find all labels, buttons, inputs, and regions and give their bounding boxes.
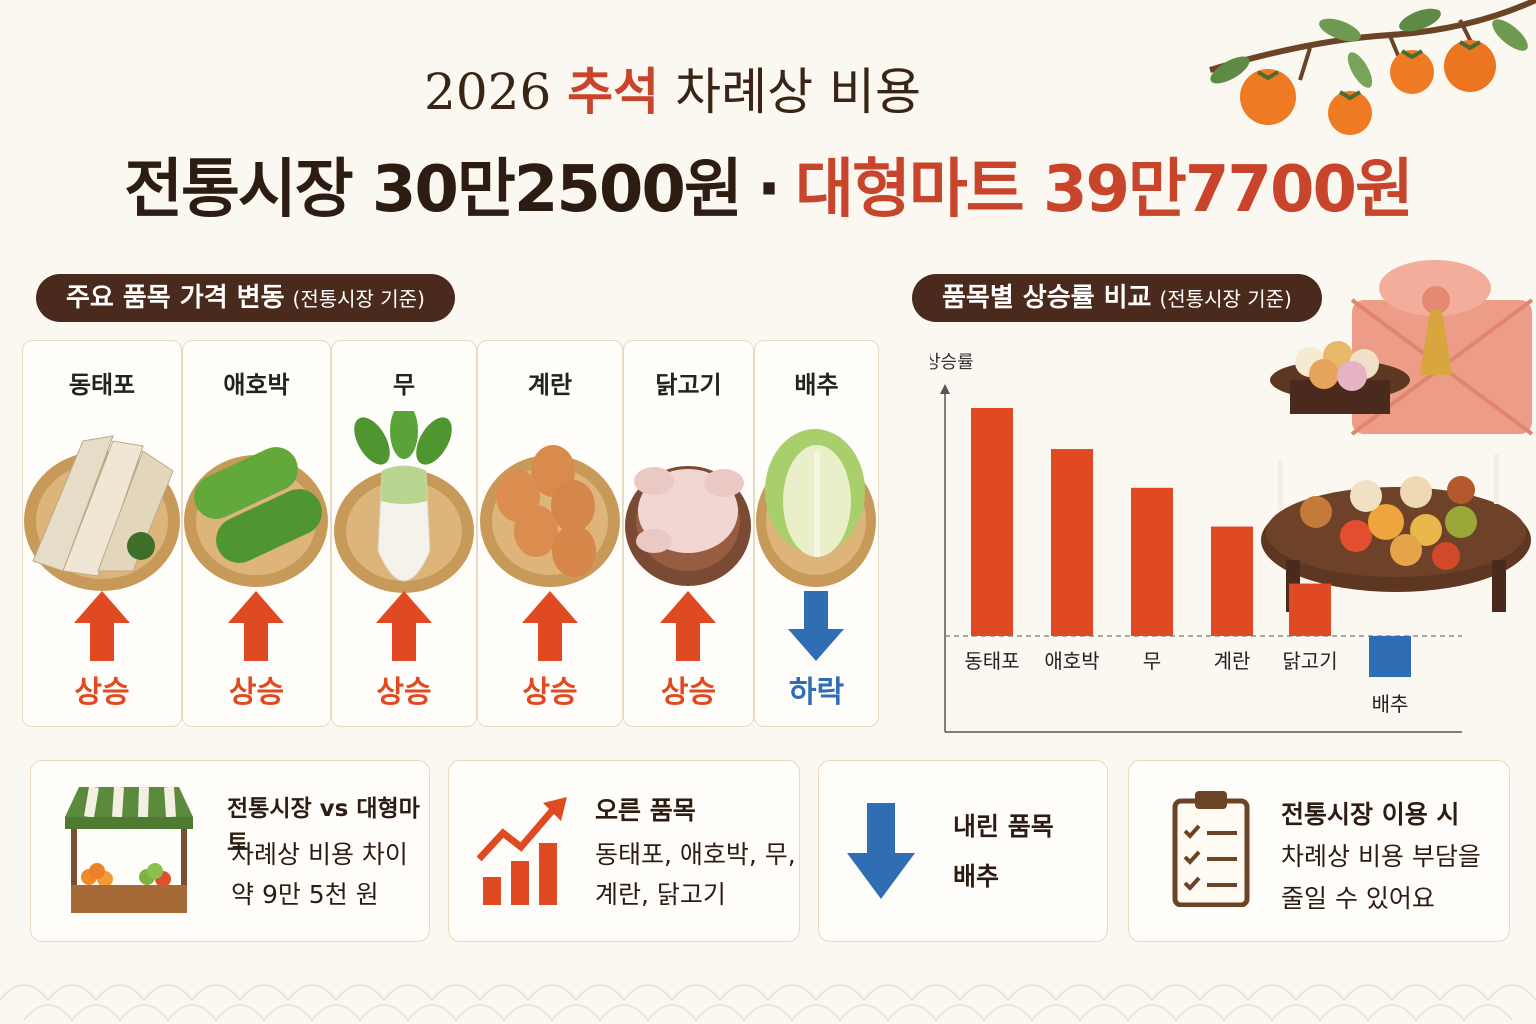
title-holiday: 추석 [567,62,660,121]
up-arrow-icon [660,591,716,661]
radish-basket-icon [334,411,474,593]
persimmon-branch-illustration [1209,0,1536,135]
item-card-eggs: 계란 상승 [477,340,623,727]
item-card-chicken: 닭고기 상승 [623,340,754,727]
chart-bar-3 [1131,487,1173,636]
up-arrow-icon [74,591,130,661]
chart-bar-1 [971,408,1013,636]
chicken-plate-icon [625,466,751,586]
section-items-note: (전통시장 기준) [292,287,425,311]
chart-bar-4 [1211,526,1253,636]
info-card-line-1: 배추 [953,862,1000,891]
chart-category-label: 닭고기 [1282,649,1337,673]
info-card-line-1: 차례상 비용 부담을 [1281,842,1481,871]
info-card-fallen-items: 내린 품목 배추 [818,760,1108,942]
bojagi-gift-box-illustration [1270,260,1534,436]
item-trend: 상승 [74,675,130,710]
section-items-label: 주요 품목 가격 변동 [66,283,285,313]
item-name: 계란 [527,371,573,399]
chart-y-axis-label: 상승률 [930,352,974,373]
item-trend: 하락 [788,675,845,710]
eggs-basket-icon [480,445,620,587]
info-card-title: 전통시장 vs 대형마트 [227,796,420,856]
up-arrow-icon [376,591,432,661]
section-chart-note: (전통시장 기준) [1159,287,1292,311]
zucchini-basket-icon [184,447,328,587]
item-name: 애호박 [223,371,290,399]
item-name: 무 [392,371,416,399]
info-card-price-gap: 전통시장 vs 대형마트 차례상 비용 차이 약 9만 5천 원 [30,760,430,942]
title-traditional-cost: 전통시장 30만2500원 [124,153,743,227]
info-card-line-2: 약 9만 5천 원 [231,880,379,909]
chart-bar-6 [1369,636,1411,678]
info-card-line-1: 동태포, 애호박, 무, [595,840,796,869]
page-title-top: 2026 추석 차례상 비용 [0,52,1345,124]
title-mart-cost: 대형마트 39만7700원 [795,153,1414,227]
down-arrow-icon [788,591,844,661]
napa-cabbage-basket-icon [756,429,876,587]
item-card-radish: 무 상승 [331,340,477,727]
page-title-main: 전통시장 30만2500원 · 대형마트 39만7700원 [0,138,1536,230]
chart-y-axis-arrowhead [940,384,950,394]
up-arrow-icon [522,591,578,661]
title-year: 2026 [424,63,552,121]
item-name: 닭고기 [655,371,722,399]
title-separator: · [756,153,781,227]
chart-category-label: 애호박 [1044,649,1099,673]
chart-category-label: 동태포 [964,649,1019,673]
title-rest: 차례상 비용 [675,63,921,121]
item-name: 배추 [794,371,839,399]
ancestral-rite-table-illustration [1261,454,1531,612]
dried-pollack-basket-icon [24,435,180,591]
info-card-title: 전통시장 이용 시 [1281,800,1460,829]
chart-category-label: 계란 [1214,649,1251,673]
info-card-tip: 전통시장 이용 시 차례상 비용 부담을 줄일 수 있어요 [1128,760,1510,942]
item-card-cabbage: 배추 하락 [754,340,879,727]
info-card-title: 내린 품목 [953,812,1054,841]
info-card-risen-items: 오른 품목 동태포, 애호박, 무, 계란, 닭고기 [448,760,800,942]
item-name: 동태포 [68,371,136,399]
section-items-header: 주요 품목 가격 변동 (전통시장 기준) [36,274,455,322]
chart-category-label: 무 [1143,649,1161,673]
item-card-zucchini: 애호박 상승 [182,340,331,727]
item-trend: 상승 [660,675,717,710]
item-card-dongtaepo: 동태포 상승 [22,340,182,727]
chart-category-label: 배추 [1372,692,1409,716]
wave-pattern-decoration [0,984,1536,1022]
rising-chart-icon [477,797,567,905]
section-chart-header: 품목별 상승률 비교 (전통시장 기준) [912,274,1322,322]
info-card-line-2: 줄일 수 있어요 [1281,884,1435,913]
down-arrow-icon [847,803,915,899]
item-trend: 상승 [376,675,432,710]
chart-bar-5 [1289,583,1331,636]
item-trend: 상승 [522,675,578,710]
info-card-title: 오른 품목 [595,796,696,825]
section-chart-label: 품목별 상승률 비교 [942,283,1152,313]
item-trend: 상승 [228,675,285,710]
market-stall-icon [65,787,193,913]
up-arrow-icon [228,591,284,661]
info-card-line-1: 차례상 비용 차이 [231,840,408,869]
chart-bar-2 [1051,449,1093,636]
info-card-line-2: 계란, 닭고기 [595,880,726,909]
checklist-clipboard-icon [1172,791,1250,907]
